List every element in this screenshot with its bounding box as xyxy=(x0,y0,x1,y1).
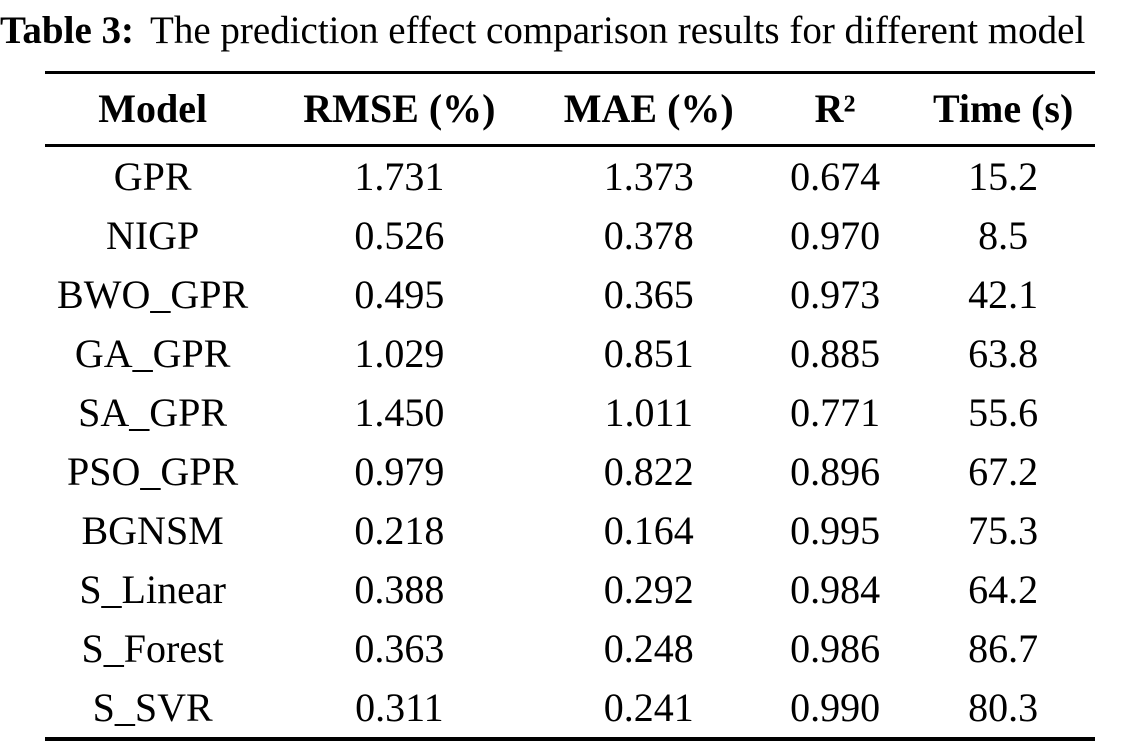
table-row: BGNSM 0.218 0.164 0.995 75.3 xyxy=(45,501,1095,560)
cell-time: 15.2 xyxy=(968,153,1039,199)
cell-r2: 0.986 xyxy=(790,625,881,671)
cell-mae: 0.378 xyxy=(603,212,694,258)
cell-rmse: 1.450 xyxy=(354,389,445,435)
caption-label: Table 3: xyxy=(0,9,135,52)
cell-mae: 0.164 xyxy=(603,507,694,553)
table-row: SA_GPR 1.450 1.011 0.771 55.6 xyxy=(45,383,1095,442)
cell-rmse: 0.363 xyxy=(354,625,445,671)
cell-model: SA_GPR xyxy=(78,389,228,435)
cell-mae: 0.248 xyxy=(603,625,694,671)
column-header-mae: MAE (%) xyxy=(563,86,734,132)
cell-rmse: 1.029 xyxy=(354,330,445,376)
cell-rmse: 1.731 xyxy=(354,153,445,199)
cell-model: GPR xyxy=(113,153,192,199)
table-row: BWO_GPR 0.495 0.365 0.973 42.1 xyxy=(45,265,1095,324)
table-row: S_SVR 0.311 0.241 0.990 80.3 xyxy=(45,678,1095,739)
cell-r2: 0.896 xyxy=(790,448,881,494)
column-header-time: Time (s) xyxy=(932,86,1074,132)
cell-time: 80.3 xyxy=(968,684,1039,730)
cell-r2: 0.885 xyxy=(790,330,881,376)
cell-mae: 0.365 xyxy=(603,271,694,317)
cell-model: BGNSM xyxy=(81,507,224,553)
cell-r2: 0.674 xyxy=(790,153,881,199)
cell-rmse: 0.979 xyxy=(354,448,445,494)
column-header-r2: R² xyxy=(814,86,856,132)
caption-text: The prediction effect comparison results… xyxy=(150,9,1086,52)
table-row: S_Forest 0.363 0.248 0.986 86.7 xyxy=(45,619,1095,678)
cell-time: 64.2 xyxy=(968,566,1039,612)
header-row: Model RMSE (%) MAE (%) R² Time (s) xyxy=(45,72,1095,146)
cell-r2: 0.984 xyxy=(790,566,881,612)
cell-mae: 1.011 xyxy=(604,389,693,435)
cell-model: S_Linear xyxy=(79,566,226,612)
results-table: Model RMSE (%) MAE (%) R² Time (s) GPR 1… xyxy=(45,70,1095,741)
cell-mae: 1.373 xyxy=(603,153,694,199)
cell-rmse: 0.388 xyxy=(354,566,445,612)
cell-rmse: 0.495 xyxy=(354,271,445,317)
cell-model: S_Forest xyxy=(81,625,224,671)
cell-time: 63.8 xyxy=(968,330,1039,376)
cell-rmse: 0.526 xyxy=(354,212,445,258)
cell-time: 67.2 xyxy=(968,448,1039,494)
cell-model: PSO_GPR xyxy=(67,448,239,494)
cell-r2: 0.970 xyxy=(790,212,881,258)
column-header-model: Model xyxy=(98,86,208,132)
cell-model: GA_GPR xyxy=(74,330,231,376)
cell-model: NIGP xyxy=(105,212,200,258)
cell-mae: 0.292 xyxy=(603,566,694,612)
cell-mae: 0.851 xyxy=(603,330,694,376)
table-row: S_Linear 0.388 0.292 0.984 64.2 xyxy=(45,560,1095,619)
table-row: GA_GPR 1.029 0.851 0.885 63.8 xyxy=(45,324,1095,383)
column-header-rmse: RMSE (%) xyxy=(303,86,496,132)
cell-mae: 0.822 xyxy=(603,448,694,494)
table-row: PSO_GPR 0.979 0.822 0.896 67.2 xyxy=(45,442,1095,501)
cell-r2: 0.990 xyxy=(790,684,881,730)
table-caption: Table 3: The prediction effect comparison… xyxy=(0,0,1145,57)
cell-time: 8.5 xyxy=(978,212,1029,258)
cell-rmse: 0.311 xyxy=(355,684,444,730)
cell-model: S_SVR xyxy=(92,684,213,730)
table-row: NIGP 0.526 0.378 0.970 8.5 xyxy=(45,206,1095,265)
cell-time: 42.1 xyxy=(968,271,1039,317)
cell-mae: 0.241 xyxy=(603,684,694,730)
table-row: GPR 1.731 1.373 0.674 15.2 xyxy=(45,145,1095,206)
cell-rmse: 0.218 xyxy=(354,507,445,553)
cell-time: 55.6 xyxy=(968,389,1039,435)
cell-time: 75.3 xyxy=(968,507,1039,553)
cell-model: BWO_GPR xyxy=(57,271,249,317)
cell-time: 86.7 xyxy=(968,625,1039,671)
cell-r2: 0.771 xyxy=(790,389,881,435)
cell-r2: 0.995 xyxy=(790,507,881,553)
cell-r2: 0.973 xyxy=(790,271,881,317)
